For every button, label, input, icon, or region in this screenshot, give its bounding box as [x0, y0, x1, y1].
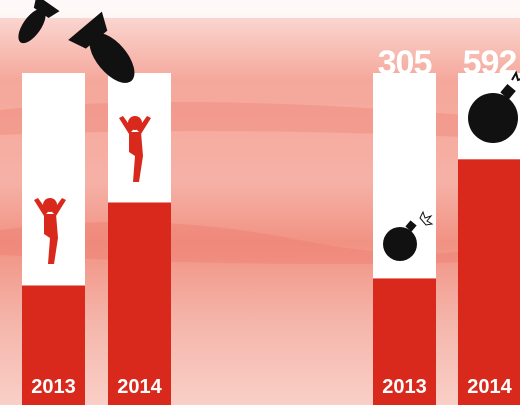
bar	[108, 202, 171, 405]
value-label: 592	[463, 44, 517, 82]
x-tick-label: 2013	[31, 376, 76, 398]
value-label: 305	[378, 44, 432, 82]
x-tick-label: 2014	[117, 376, 162, 398]
infographic: 2013 2014 2013 305 2014 592	[0, 0, 520, 405]
x-tick-label: 2014	[467, 376, 512, 398]
paper-edge	[0, 0, 520, 18]
bar	[458, 159, 520, 405]
x-tick-label: 2013	[382, 376, 427, 398]
